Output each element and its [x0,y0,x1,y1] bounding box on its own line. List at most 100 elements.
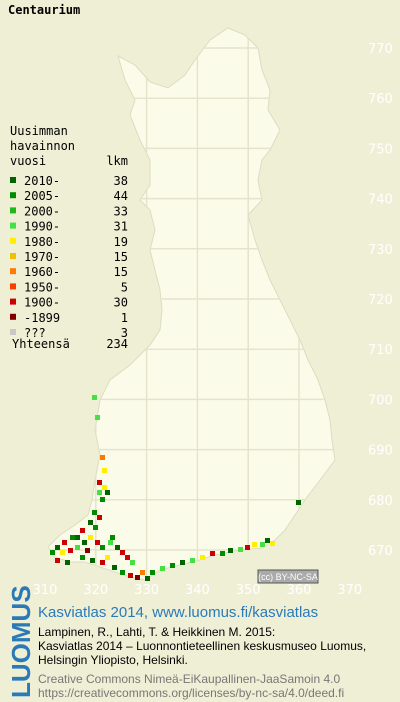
occurrence-cell [100,497,105,502]
occurrence-cell [92,510,97,515]
occurrence-cell [93,525,98,530]
legend-label: ??? [24,326,46,340]
occurrence-cell [112,565,117,570]
legend-count: 38 [114,174,128,188]
occurrence-cell [200,555,205,560]
occurrence-cell [70,535,75,540]
occurrence-cell [85,548,90,553]
occurrence-cell [140,570,145,575]
occurrence-cell [97,515,102,520]
occurrence-cell [150,570,155,575]
legend-label: 1970- [24,250,60,264]
legend-label: 1900- [24,296,60,310]
occurrence-cell [95,540,100,545]
legend-heading: vuosi [10,154,46,168]
citation-line: Lampinen, R., Lahti, T. & Heikkinen M. 2… [38,625,275,639]
occurrence-cell [210,551,215,556]
legend-count: 31 [114,220,128,234]
legend-swatch [10,177,16,183]
legend-swatch [10,329,16,335]
northing-label: 710 [368,343,393,358]
occurrence-cell [100,560,105,565]
easting-label: 360 [287,583,312,598]
legend-count-heading: lkm [106,154,128,168]
easting-label: 320 [83,583,108,598]
northing-label: 760 [368,92,393,107]
northing-label: 680 [368,494,393,509]
legend-count: 3 [121,326,128,340]
occurrence-cell [95,415,100,420]
occurrence-cell [82,540,87,545]
occurrence-cell [260,542,265,547]
northing-label: 770 [368,42,393,57]
northing-label: 690 [368,444,393,459]
easting-label: 330 [134,583,159,598]
occurrence-cell [105,555,110,560]
legend-heading: havainnon [10,139,75,153]
legend-swatch [10,298,16,305]
occurrence-cell [75,545,80,550]
occurrence-cell [100,455,105,460]
northing-label: 700 [368,393,393,408]
occurrence-cell [108,540,113,545]
occurrence-cell [125,555,130,560]
occurrence-cell [80,528,85,533]
easting-label: 340 [185,583,210,598]
legend-heading: Uusimman [10,124,68,138]
legend-swatch [10,313,16,320]
occurrence-cell [170,563,175,568]
legend-swatch [10,222,16,229]
occurrence-cell [55,545,60,550]
occurrence-cell [88,535,93,540]
legend-label: 1950- [24,280,60,294]
legend-count: 44 [114,189,128,203]
legend-total: 234 [106,337,128,351]
occurrence-cell [130,560,135,565]
occurrence-cell [62,540,67,545]
occurrence-cell [115,545,120,550]
easting-label: 350 [236,583,261,598]
legend-swatch [10,268,16,275]
northing-label: 740 [368,193,393,208]
badge-box [257,569,319,584]
legend-label: 1980- [24,235,60,249]
northing-label: 720 [368,293,393,308]
occurrence-cell [90,558,95,563]
cc-badge: (cc) BY-NC-SA [257,569,319,584]
northing-label: 670 [368,544,393,559]
northing-label: 730 [368,243,393,258]
legend-swatch [10,192,16,199]
occurrence-cell [92,395,97,400]
legend-count: 5 [121,280,128,294]
footer-link[interactable]: Kasviatlas 2014, www.luomus.fi/kasviatla… [38,604,318,621]
occurrence-cell [75,535,80,540]
legend-label: 2010- [24,174,60,188]
legend-count: 19 [114,235,128,249]
northing-label: 750 [368,142,393,157]
occurrence-cell [105,490,110,495]
occurrence-cell [160,566,165,571]
occurrence-cell [88,520,93,525]
occurrence-cell [97,490,102,495]
occurrence-cell [220,551,225,556]
occurrence-cell [296,500,301,505]
occurrence-cell [102,485,107,490]
legend-swatch [10,283,16,290]
occurrence-cell [55,558,60,563]
citation-line: Helsingin Yliopisto, Helsinki. [38,653,188,667]
brand: LUOMUS [6,585,36,698]
legend-swatch [10,207,16,214]
easting-label: 310 [33,583,58,598]
occurrence-cell [100,545,105,550]
species-title: Centaurium [8,3,80,17]
badge-text: (cc) BY-NC-SA [258,572,318,582]
legend-label: 2005- [24,189,60,203]
occurrence-cell [270,541,275,546]
occurrence-cell [145,576,150,581]
legend-swatch [10,237,16,244]
easting-label: 370 [337,583,362,598]
legend-count: 1 [121,311,128,325]
legend-count: 15 [114,265,128,279]
legend-count: 33 [114,204,128,218]
